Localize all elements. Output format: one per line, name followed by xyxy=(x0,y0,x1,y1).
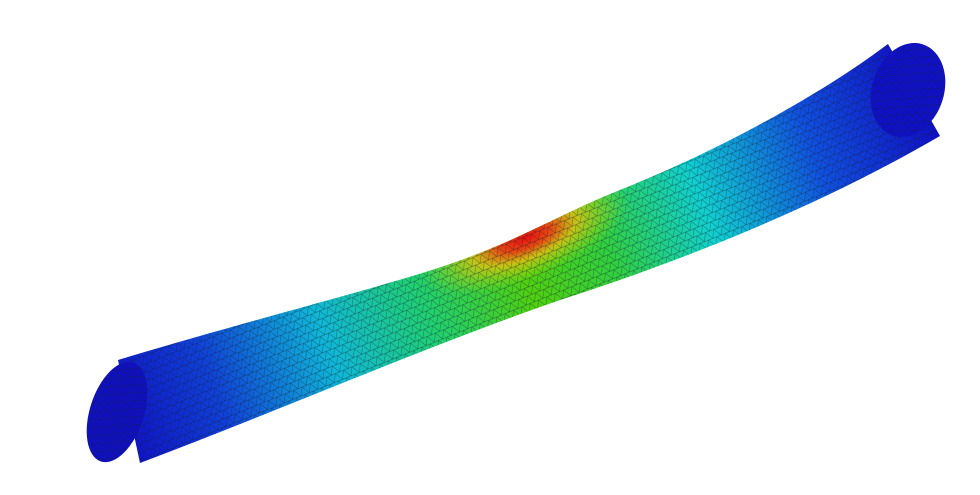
left-end xyxy=(86,361,148,463)
right-end xyxy=(870,43,946,137)
